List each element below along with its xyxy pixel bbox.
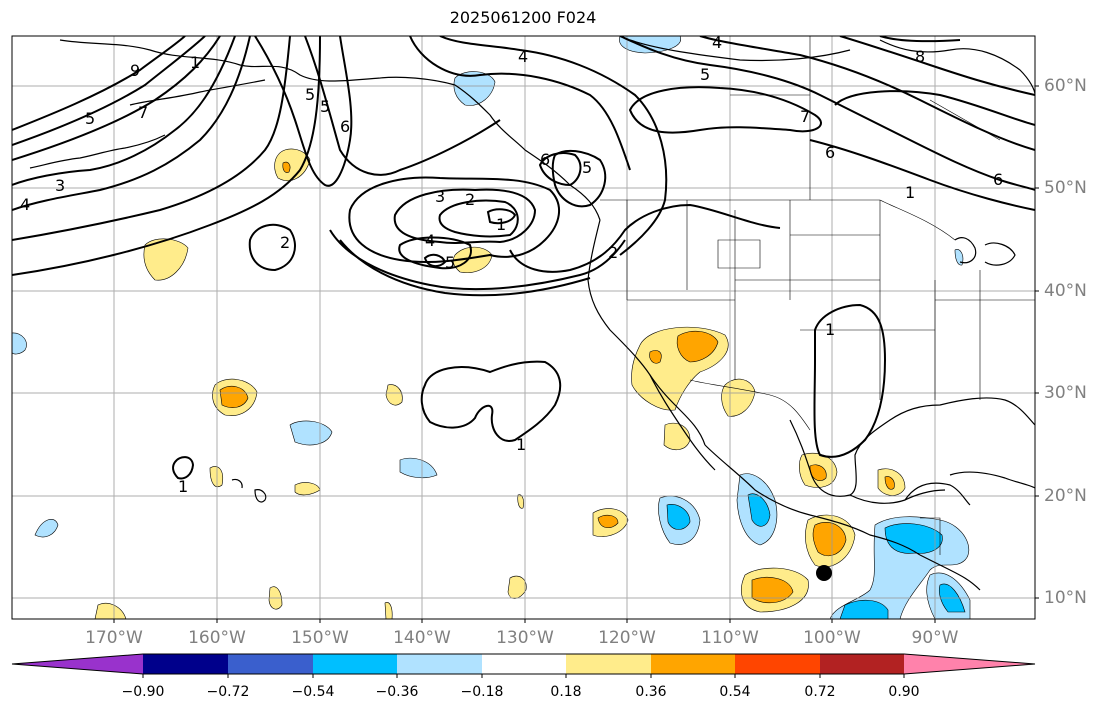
contour-label: 4 [425, 231, 435, 250]
contour-label: 7 [138, 103, 148, 122]
axis-ticks [113, 85, 1039, 623]
colorbar-tick-label: 0.90 [888, 684, 919, 700]
colorbar-tick-label: 0.54 [719, 684, 750, 700]
plot-area [12, 36, 1035, 619]
contour-labels: 9 1 5 7 3 4 5 5 6 2 3 2 1 4 5 4 5 6 2 4 … [20, 33, 1003, 496]
contour-label: 6 [540, 150, 550, 169]
contour-label: 5 [320, 97, 330, 116]
coastlines [29, 39, 1035, 591]
contour-label: 1 [825, 320, 835, 339]
colorbar: −0.90 −0.72 −0.54 −0.36 −0.18 0.18 0.36 … [11, 653, 1036, 700]
contour-label: 3 [55, 176, 65, 195]
lon-label: 150°W [291, 628, 349, 648]
contour-label: 1 [496, 215, 506, 234]
colorbar-tick-label: −0.72 [207, 684, 250, 700]
contour-label: 8 [915, 47, 925, 66]
contour-label: 5 [305, 85, 315, 104]
lon-label: 160°W [188, 628, 246, 648]
contour-label: 2 [280, 233, 290, 252]
contour-label: 2 [608, 243, 618, 262]
colorbar-tick-label: 0.36 [635, 684, 666, 700]
contour-label: 2 [465, 190, 475, 209]
lon-label: 110°W [701, 628, 759, 648]
contour-lines [12, 36, 1035, 480]
contour-label: 6 [993, 170, 1003, 189]
contour-label: 6 [340, 117, 350, 136]
lon-label: 120°W [598, 628, 656, 648]
lon-label: 140°W [393, 628, 451, 648]
storm-center-dot [816, 565, 832, 581]
contour-label: 1 [905, 183, 915, 202]
lat-label: 20°N [1044, 486, 1087, 506]
plot-frame [11, 35, 1036, 620]
lon-label: 130°W [496, 628, 554, 648]
colorbar-tick-label: −0.36 [376, 684, 419, 700]
contour-label: 9 [130, 61, 140, 80]
contour-label: 6 [825, 143, 835, 162]
contour-label: 5 [582, 158, 592, 177]
contour-label: 7 [800, 107, 810, 126]
political-borders [600, 36, 1035, 555]
contour-label: 5 [445, 253, 455, 272]
lat-label: 30°N [1044, 383, 1087, 403]
colorbar-tick-label: −0.54 [292, 684, 335, 700]
colorbar-tick-label: 0.18 [550, 684, 581, 700]
colorbar-tick-label: −0.18 [461, 684, 504, 700]
lat-label: 40°N [1044, 281, 1087, 301]
colorbar-tick-label: 0.72 [804, 684, 835, 700]
lat-label: 50°N [1044, 178, 1087, 198]
lat-label: 60°N [1044, 76, 1087, 96]
colorbar-extend-high [904, 654, 1035, 674]
colorbar-tick-label: −0.90 [122, 684, 165, 700]
contour-label: 1 [516, 435, 526, 454]
contour-label: 1 [190, 53, 200, 72]
contour-label: 3 [435, 187, 445, 206]
lon-label: 90°W [912, 628, 959, 648]
longitude-labels: 170°W 160°W 150°W 140°W 130°W 120°W 110°… [85, 628, 959, 648]
gridlines [12, 36, 1035, 619]
lat-label: 10°N [1044, 588, 1087, 608]
colorbar-extend-low [12, 654, 143, 674]
anomaly-fills [12, 36, 971, 619]
contour-label: 5 [85, 109, 95, 128]
contour-label: 4 [518, 47, 528, 66]
map-title: 2025061200 F024 [449, 8, 597, 27]
contour-label: 1 [178, 477, 188, 496]
latitude-labels: 10°N 20°N 30°N 40°N 50°N 60°N [1044, 76, 1087, 608]
contour-label: 4 [20, 195, 30, 214]
contour-label: 5 [700, 65, 710, 84]
lon-label: 170°W [85, 628, 143, 648]
lon-label: 100°W [803, 628, 861, 648]
contour-label: 4 [712, 33, 722, 52]
